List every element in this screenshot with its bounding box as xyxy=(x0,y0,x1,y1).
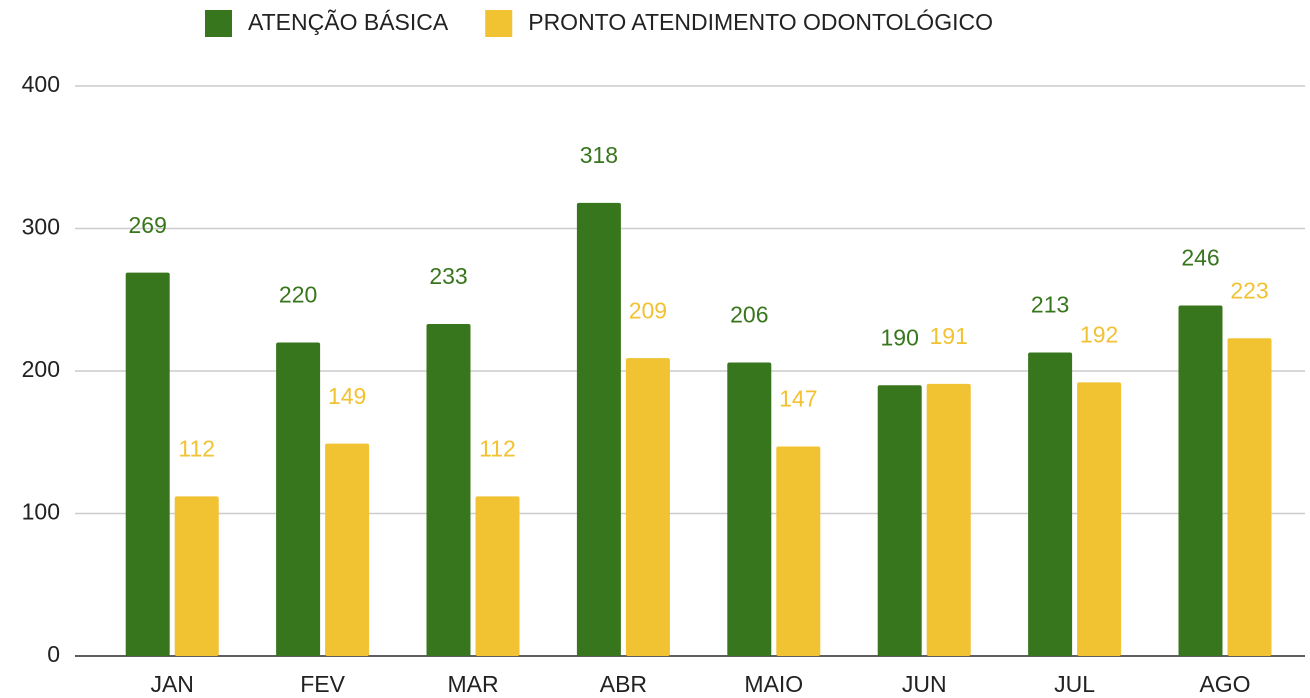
data-label: 209 xyxy=(629,297,667,323)
x-tick-label: JAN xyxy=(150,671,193,697)
data-label: 147 xyxy=(779,386,817,412)
data-label: 318 xyxy=(580,142,618,168)
bar xyxy=(576,202,621,656)
x-tick-label: AGO xyxy=(1199,671,1250,697)
legend-label: ATENÇÃO BÁSICA xyxy=(248,9,449,35)
y-tick-label: 0 xyxy=(47,641,60,667)
x-tick-label: MAIO xyxy=(744,671,803,697)
data-label: 191 xyxy=(930,323,968,349)
data-label: 206 xyxy=(730,302,768,328)
y-tick-label: 300 xyxy=(22,214,60,240)
x-tick-label: MAR xyxy=(447,671,498,697)
legend-label: PRONTO ATENDIMENTO ODONTOLÓGICO xyxy=(528,9,993,35)
bar xyxy=(926,383,971,656)
bar xyxy=(776,446,821,656)
bar xyxy=(1028,352,1073,656)
bar xyxy=(877,385,922,656)
x-tick-label: JUN xyxy=(902,671,947,697)
data-label: 223 xyxy=(1230,277,1268,303)
bar xyxy=(125,272,170,656)
x-tick-label: FEV xyxy=(300,671,345,697)
bar xyxy=(1227,338,1272,656)
data-label: 112 xyxy=(479,435,516,461)
data-label: 190 xyxy=(881,324,919,350)
data-label: 233 xyxy=(429,263,467,289)
bar xyxy=(475,496,520,656)
data-label: 149 xyxy=(328,383,366,409)
bar xyxy=(325,443,370,656)
legend-swatch xyxy=(485,10,513,37)
y-tick-label: 100 xyxy=(22,499,60,525)
bar xyxy=(625,358,670,656)
bar xyxy=(1077,382,1122,656)
x-tick-label: ABR xyxy=(600,671,647,697)
legend-swatch xyxy=(205,10,232,37)
y-tick-label: 400 xyxy=(22,71,60,97)
bar xyxy=(276,342,321,656)
data-label: 213 xyxy=(1031,292,1069,318)
data-label: 220 xyxy=(279,282,317,308)
bar xyxy=(1178,305,1223,656)
y-tick-label: 200 xyxy=(22,356,60,382)
data-label: 112 xyxy=(178,435,215,461)
data-label: 192 xyxy=(1080,321,1118,347)
x-tick-label: JUL xyxy=(1054,671,1095,697)
data-label: 246 xyxy=(1181,245,1219,271)
bar xyxy=(426,323,471,656)
bar xyxy=(727,362,772,656)
data-label: 269 xyxy=(129,212,167,238)
bar xyxy=(174,496,219,656)
